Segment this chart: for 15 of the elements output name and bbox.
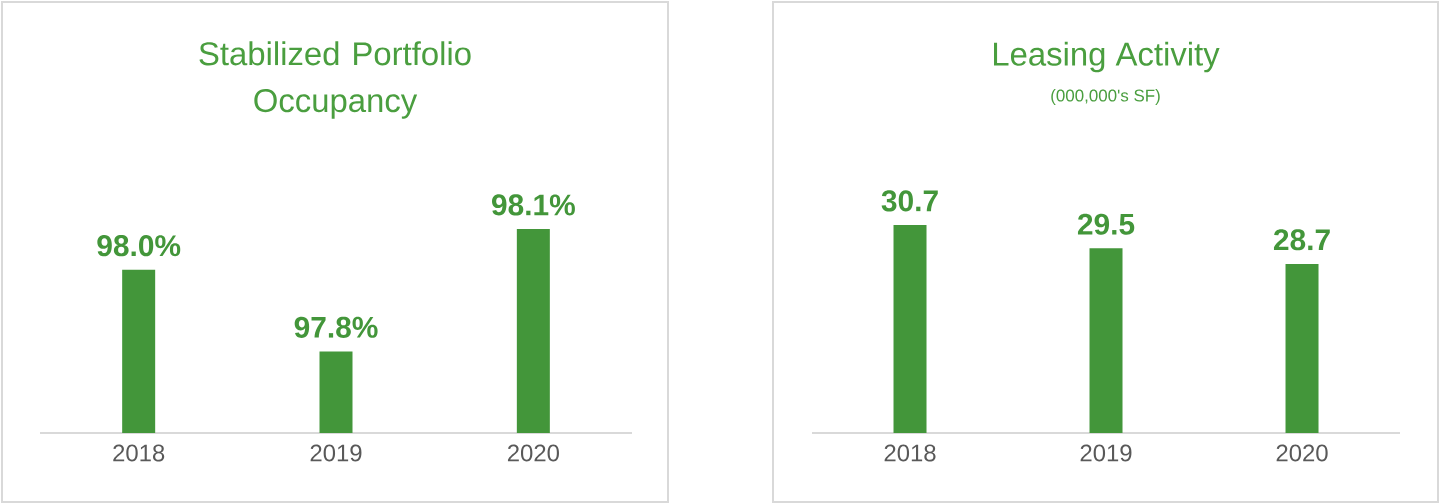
data-label: 29.5: [1077, 213, 1135, 235]
data-label: 98.0%: [97, 235, 181, 257]
data-label: 97.8%: [294, 316, 378, 338]
chart-title: Leasing Activity: [994, 41, 1220, 73]
data-label: 28.7: [1273, 229, 1330, 251]
x-tick-label: 2018: [884, 444, 936, 462]
chart-subtitle: (000,000's SF): [1051, 89, 1160, 105]
x-tick-label: 2020: [507, 444, 559, 462]
x-tick-label: 2019: [310, 444, 362, 462]
chart-title: Stabilized Portfolio Occupancy: [199, 41, 471, 119]
x-tick-label: 2019: [1080, 444, 1132, 462]
x-tick-label: 2020: [1276, 444, 1328, 462]
data-label: 30.7: [881, 190, 938, 212]
x-tick-label: 2018: [113, 444, 165, 462]
data-label: 98.1%: [492, 194, 575, 216]
